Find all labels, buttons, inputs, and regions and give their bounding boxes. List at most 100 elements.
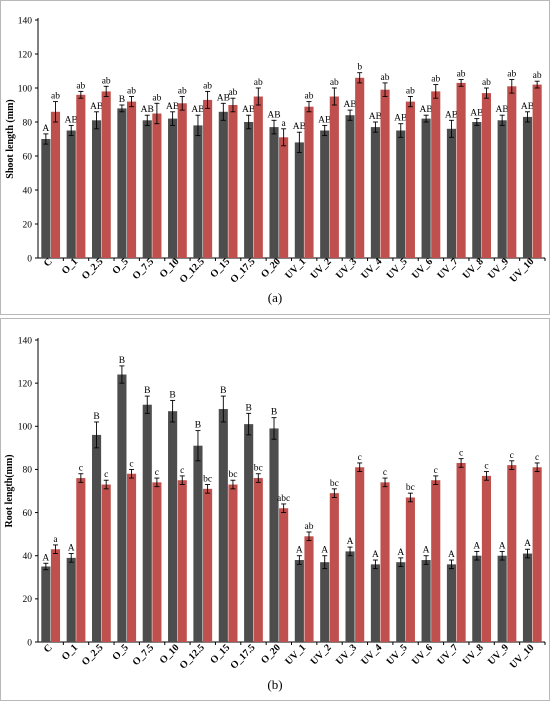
bar [421, 560, 431, 642]
significance-label: a [53, 535, 58, 545]
significance-label: AB [65, 115, 78, 125]
bar [152, 482, 162, 642]
bar [497, 555, 507, 642]
significance-label: B [271, 408, 277, 418]
significance-label: ab [203, 81, 212, 91]
significance-label: AB [90, 102, 103, 112]
significance-label: c [459, 449, 463, 459]
bar [244, 122, 254, 258]
significance-label: ab [431, 75, 440, 85]
bar [507, 465, 517, 642]
y-tick-label: 100 [18, 84, 33, 94]
bar [532, 84, 542, 258]
significance-label: ab [178, 87, 187, 97]
y-tick-label: 40 [23, 186, 33, 196]
y-tick-label: 80 [23, 466, 33, 476]
significance-label: A [347, 537, 354, 547]
significance-label: c [180, 466, 184, 476]
significance-label: AB [318, 115, 331, 125]
y-axis-title: Root length(mm) [4, 454, 15, 527]
bar [168, 411, 178, 642]
significance-label: c [484, 462, 488, 472]
bar [329, 96, 339, 258]
significance-label: A [499, 541, 506, 551]
bar [218, 111, 228, 258]
significance-label: AB [343, 100, 356, 110]
bar [355, 467, 365, 642]
bar [50, 111, 61, 258]
bar [228, 484, 238, 642]
significance-label: A [42, 553, 49, 563]
significance-label: c [535, 453, 539, 463]
bar [253, 96, 263, 258]
bar [355, 77, 365, 258]
bar [203, 99, 213, 259]
significance-label: A [524, 539, 531, 549]
bar [329, 493, 339, 642]
bar [142, 120, 152, 258]
significance-label: c [383, 468, 387, 478]
bar [66, 130, 76, 258]
significance-label: A [473, 541, 480, 551]
bar [76, 478, 86, 642]
bar [396, 562, 406, 642]
significance-label: AB [267, 110, 280, 120]
significance-label: B [144, 386, 150, 396]
significance-label: ab [305, 92, 314, 102]
y-tick-label: 120 [18, 379, 33, 389]
y-tick-label: 0 [27, 254, 32, 264]
bar [532, 467, 542, 642]
bar [101, 91, 111, 259]
y-tick-label: 20 [23, 220, 33, 230]
y-tick-label: 100 [18, 423, 33, 433]
panel-label: (a) [268, 290, 282, 305]
bar [472, 122, 482, 258]
bar [446, 564, 457, 642]
bar [152, 113, 162, 258]
significance-label: AB [521, 102, 534, 112]
significance-label: ab [381, 73, 390, 83]
bar [177, 103, 187, 258]
bar [269, 428, 279, 642]
bar [370, 127, 380, 258]
significance-label: bc [228, 470, 237, 480]
y-tick-label: 40 [23, 552, 33, 562]
bar [345, 551, 355, 642]
bar [405, 497, 415, 642]
bar [304, 106, 314, 258]
bar [345, 115, 355, 258]
bar [126, 473, 137, 642]
significance-label: A [372, 550, 379, 560]
bar [380, 89, 390, 258]
bar [76, 94, 86, 258]
bar [380, 482, 390, 642]
bar [456, 462, 466, 642]
significance-label: AB [394, 114, 407, 124]
significance-label: c [104, 470, 108, 480]
bar [481, 93, 492, 258]
significance-label: AB [217, 93, 230, 103]
bar [218, 409, 228, 642]
significance-label: ab [482, 78, 491, 88]
significance-label: bc [406, 483, 415, 493]
bar [522, 553, 533, 642]
y-axis-title: Shoot length (mm) [5, 99, 16, 178]
significance-label: A [296, 546, 303, 556]
bar [203, 488, 213, 642]
bar [522, 116, 533, 259]
bar [41, 566, 51, 642]
bar [91, 120, 102, 258]
y-tick-label: 20 [23, 595, 33, 605]
bar [279, 508, 289, 642]
bar [279, 137, 289, 258]
significance-label: AB [242, 105, 255, 115]
significance-label: c [358, 453, 362, 463]
significance-label: ab [406, 87, 415, 97]
bar [481, 475, 492, 642]
bar [507, 86, 517, 258]
bar [370, 564, 380, 642]
bar [320, 130, 330, 258]
significance-label: A [448, 550, 455, 560]
bar [431, 480, 441, 642]
